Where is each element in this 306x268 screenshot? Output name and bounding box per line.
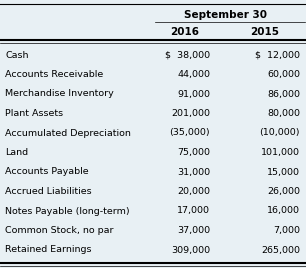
Text: 101,000: 101,000 [261, 148, 300, 157]
Text: 86,000: 86,000 [267, 90, 300, 99]
Text: Plant Assets: Plant Assets [5, 109, 63, 118]
Text: Merchandise Inventory: Merchandise Inventory [5, 90, 114, 99]
Text: 44,000: 44,000 [177, 70, 210, 79]
Text: (35,000): (35,000) [170, 128, 210, 137]
Text: $  38,000: $ 38,000 [165, 50, 210, 59]
Text: 80,000: 80,000 [267, 109, 300, 118]
Text: 75,000: 75,000 [177, 148, 210, 157]
Text: 16,000: 16,000 [267, 207, 300, 215]
Text: 20,000: 20,000 [177, 187, 210, 196]
Text: Retained Earnings: Retained Earnings [5, 245, 91, 255]
Text: (10,000): (10,000) [259, 128, 300, 137]
Text: 2015: 2015 [251, 27, 279, 37]
Text: 201,000: 201,000 [171, 109, 210, 118]
Text: 7,000: 7,000 [273, 226, 300, 235]
Text: 309,000: 309,000 [171, 245, 210, 255]
Text: 265,000: 265,000 [261, 245, 300, 255]
Text: Land: Land [5, 148, 28, 157]
Text: 37,000: 37,000 [177, 226, 210, 235]
Text: September 30: September 30 [184, 10, 267, 20]
Text: Cash: Cash [5, 50, 28, 59]
Text: 91,000: 91,000 [177, 90, 210, 99]
Text: $  12,000: $ 12,000 [255, 50, 300, 59]
Text: 15,000: 15,000 [267, 168, 300, 177]
Text: Notes Payable (long-term): Notes Payable (long-term) [5, 207, 130, 215]
Text: 2016: 2016 [170, 27, 200, 37]
Text: 31,000: 31,000 [177, 168, 210, 177]
Text: 60,000: 60,000 [267, 70, 300, 79]
Text: 17,000: 17,000 [177, 207, 210, 215]
Text: 26,000: 26,000 [267, 187, 300, 196]
Text: Accumulated Depreciation: Accumulated Depreciation [5, 128, 131, 137]
Text: Common Stock, no par: Common Stock, no par [5, 226, 114, 235]
Text: Accrued Liabilities: Accrued Liabilities [5, 187, 91, 196]
Text: Accounts Payable: Accounts Payable [5, 168, 89, 177]
Text: Accounts Receivable: Accounts Receivable [5, 70, 103, 79]
